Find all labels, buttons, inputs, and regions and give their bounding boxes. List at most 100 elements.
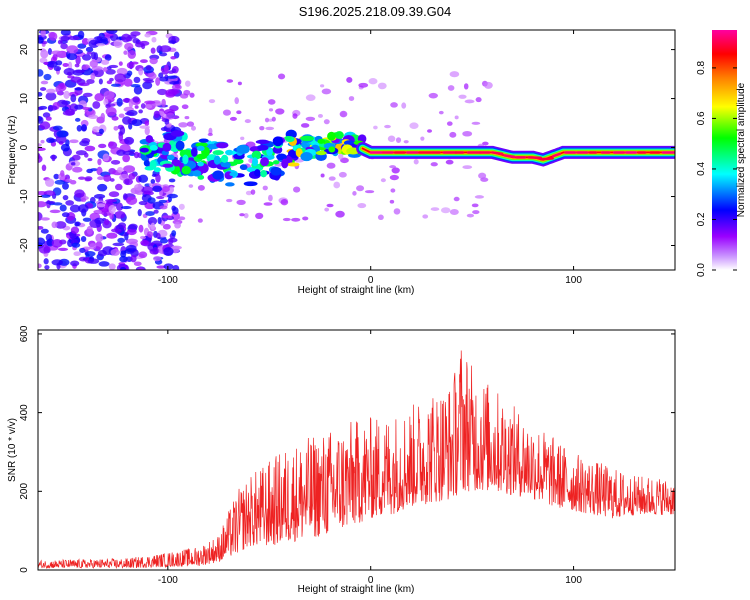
heatmap-blob [393, 208, 401, 215]
heatmap-blob [125, 244, 137, 252]
heatmap-blob [462, 130, 473, 137]
heatmap-blob [99, 37, 108, 42]
heatmap-ridge-blob [198, 138, 209, 143]
heatmap-blob [82, 217, 92, 222]
heatmap-blob [117, 166, 124, 173]
heatmap-ridge-blob [220, 154, 229, 163]
heatmap-blob [38, 244, 50, 254]
heatmap-blob [145, 79, 155, 84]
heatmap-blob [106, 66, 112, 70]
heatmap-ridge-blob [212, 150, 224, 156]
x-tick-label: 100 [565, 275, 582, 286]
heatmap-blob [390, 102, 398, 108]
heatmap-blob [40, 49, 49, 59]
heatmap-blob [51, 259, 63, 266]
heatmap-blob [364, 190, 375, 194]
heatmap-blob [98, 78, 103, 85]
heatmap-blob [328, 176, 336, 181]
heatmap-blob [449, 71, 460, 78]
figure-title: S196.2025.218.09.39.G04 [299, 4, 452, 19]
heatmap-blob [73, 251, 81, 257]
heatmap-blob [84, 251, 96, 257]
heatmap-ridge-blob [276, 153, 287, 161]
heatmap-blob [445, 159, 454, 165]
heatmap-blob [147, 72, 157, 80]
heatmap-blob [243, 213, 249, 219]
heatmap-blob [170, 56, 177, 60]
heatmap-blob [44, 178, 55, 187]
heatmap-ridge-blob [196, 145, 205, 152]
heatmap-blob [234, 97, 240, 105]
heatmap-blob [92, 68, 104, 78]
heatmap-blob [97, 183, 108, 192]
heatmap-blob [97, 158, 102, 166]
heatmap-blob [133, 85, 143, 95]
heatmap-blob [126, 228, 137, 236]
heatmap-blob [239, 213, 245, 217]
heatmap-blob [70, 94, 77, 103]
heatmap-blob [56, 130, 68, 138]
heatmap-ridge-blob [213, 155, 221, 165]
heatmap-ridge-blob [284, 136, 292, 141]
heatmap-blob [174, 221, 181, 229]
heatmap-blob [123, 165, 136, 173]
heatmap-blob [103, 174, 112, 182]
heatmap-blob [65, 200, 75, 206]
snr-frame [37, 329, 676, 571]
heatmap-ridge-blob [300, 135, 314, 142]
heatmap-ridge-blob [149, 144, 158, 151]
heatmap-blob [237, 81, 242, 86]
heatmap-blob [475, 97, 482, 103]
heatmap-blob [45, 88, 56, 94]
heatmap-blob [356, 185, 365, 192]
heatmap-blob [446, 121, 453, 126]
heatmap-blob [478, 172, 487, 179]
heatmap-blob [158, 72, 164, 79]
heatmap-blob [141, 43, 146, 50]
heatmap-blob [63, 68, 75, 76]
heatmap-blob [358, 82, 369, 88]
heatmap-blob [352, 191, 357, 196]
snr-x-axis: -100 0 100 [158, 330, 582, 586]
heatmap-blob [449, 208, 459, 215]
heatmap-blob [138, 200, 148, 206]
heatmap-blob [86, 168, 93, 174]
heatmap-blob [57, 39, 63, 45]
heatmap-blob [84, 176, 93, 182]
heatmap-blob [70, 260, 80, 267]
heatmap-blob [401, 102, 407, 109]
heatmap-blob [118, 113, 125, 118]
heatmap-blob [38, 263, 42, 269]
heatmap-blob [40, 139, 45, 144]
heatmap-blob [95, 209, 102, 214]
heatmap-blob [60, 170, 65, 177]
heatmap-blob [105, 199, 118, 203]
heatmap-blob [240, 136, 245, 141]
heatmap-blob [77, 30, 85, 39]
heatmap-blob [409, 122, 419, 130]
heatmap-blob [75, 221, 81, 227]
heatmap-blob [127, 50, 137, 59]
heatmap-blob [116, 67, 128, 76]
heatmap-cells [38, 30, 675, 270]
heatmap-blob [178, 216, 186, 221]
heatmap-blob [74, 87, 83, 91]
colorbar-tick-label: 0.6 [696, 111, 707, 125]
heatmap-blob [66, 45, 79, 54]
heatmap-blob [390, 188, 396, 193]
heatmap-ridge-blob [315, 150, 327, 156]
heatmap-ridge-blob [236, 144, 250, 155]
heatmap-blob [77, 43, 87, 49]
heatmap-blob [245, 190, 253, 196]
heatmap-blob [292, 113, 298, 119]
heatmap-blob [53, 173, 60, 180]
heatmap-blob [88, 39, 100, 49]
heatmap-blob [169, 80, 180, 85]
heatmap-blob [146, 231, 154, 238]
heatmap-blob [60, 43, 68, 50]
heatmap-blob [153, 110, 160, 119]
heatmap-ridge-blob [179, 149, 193, 159]
heatmap-blob [130, 254, 137, 263]
heatmap-blob [137, 209, 142, 217]
heatmap-blob [69, 139, 79, 144]
